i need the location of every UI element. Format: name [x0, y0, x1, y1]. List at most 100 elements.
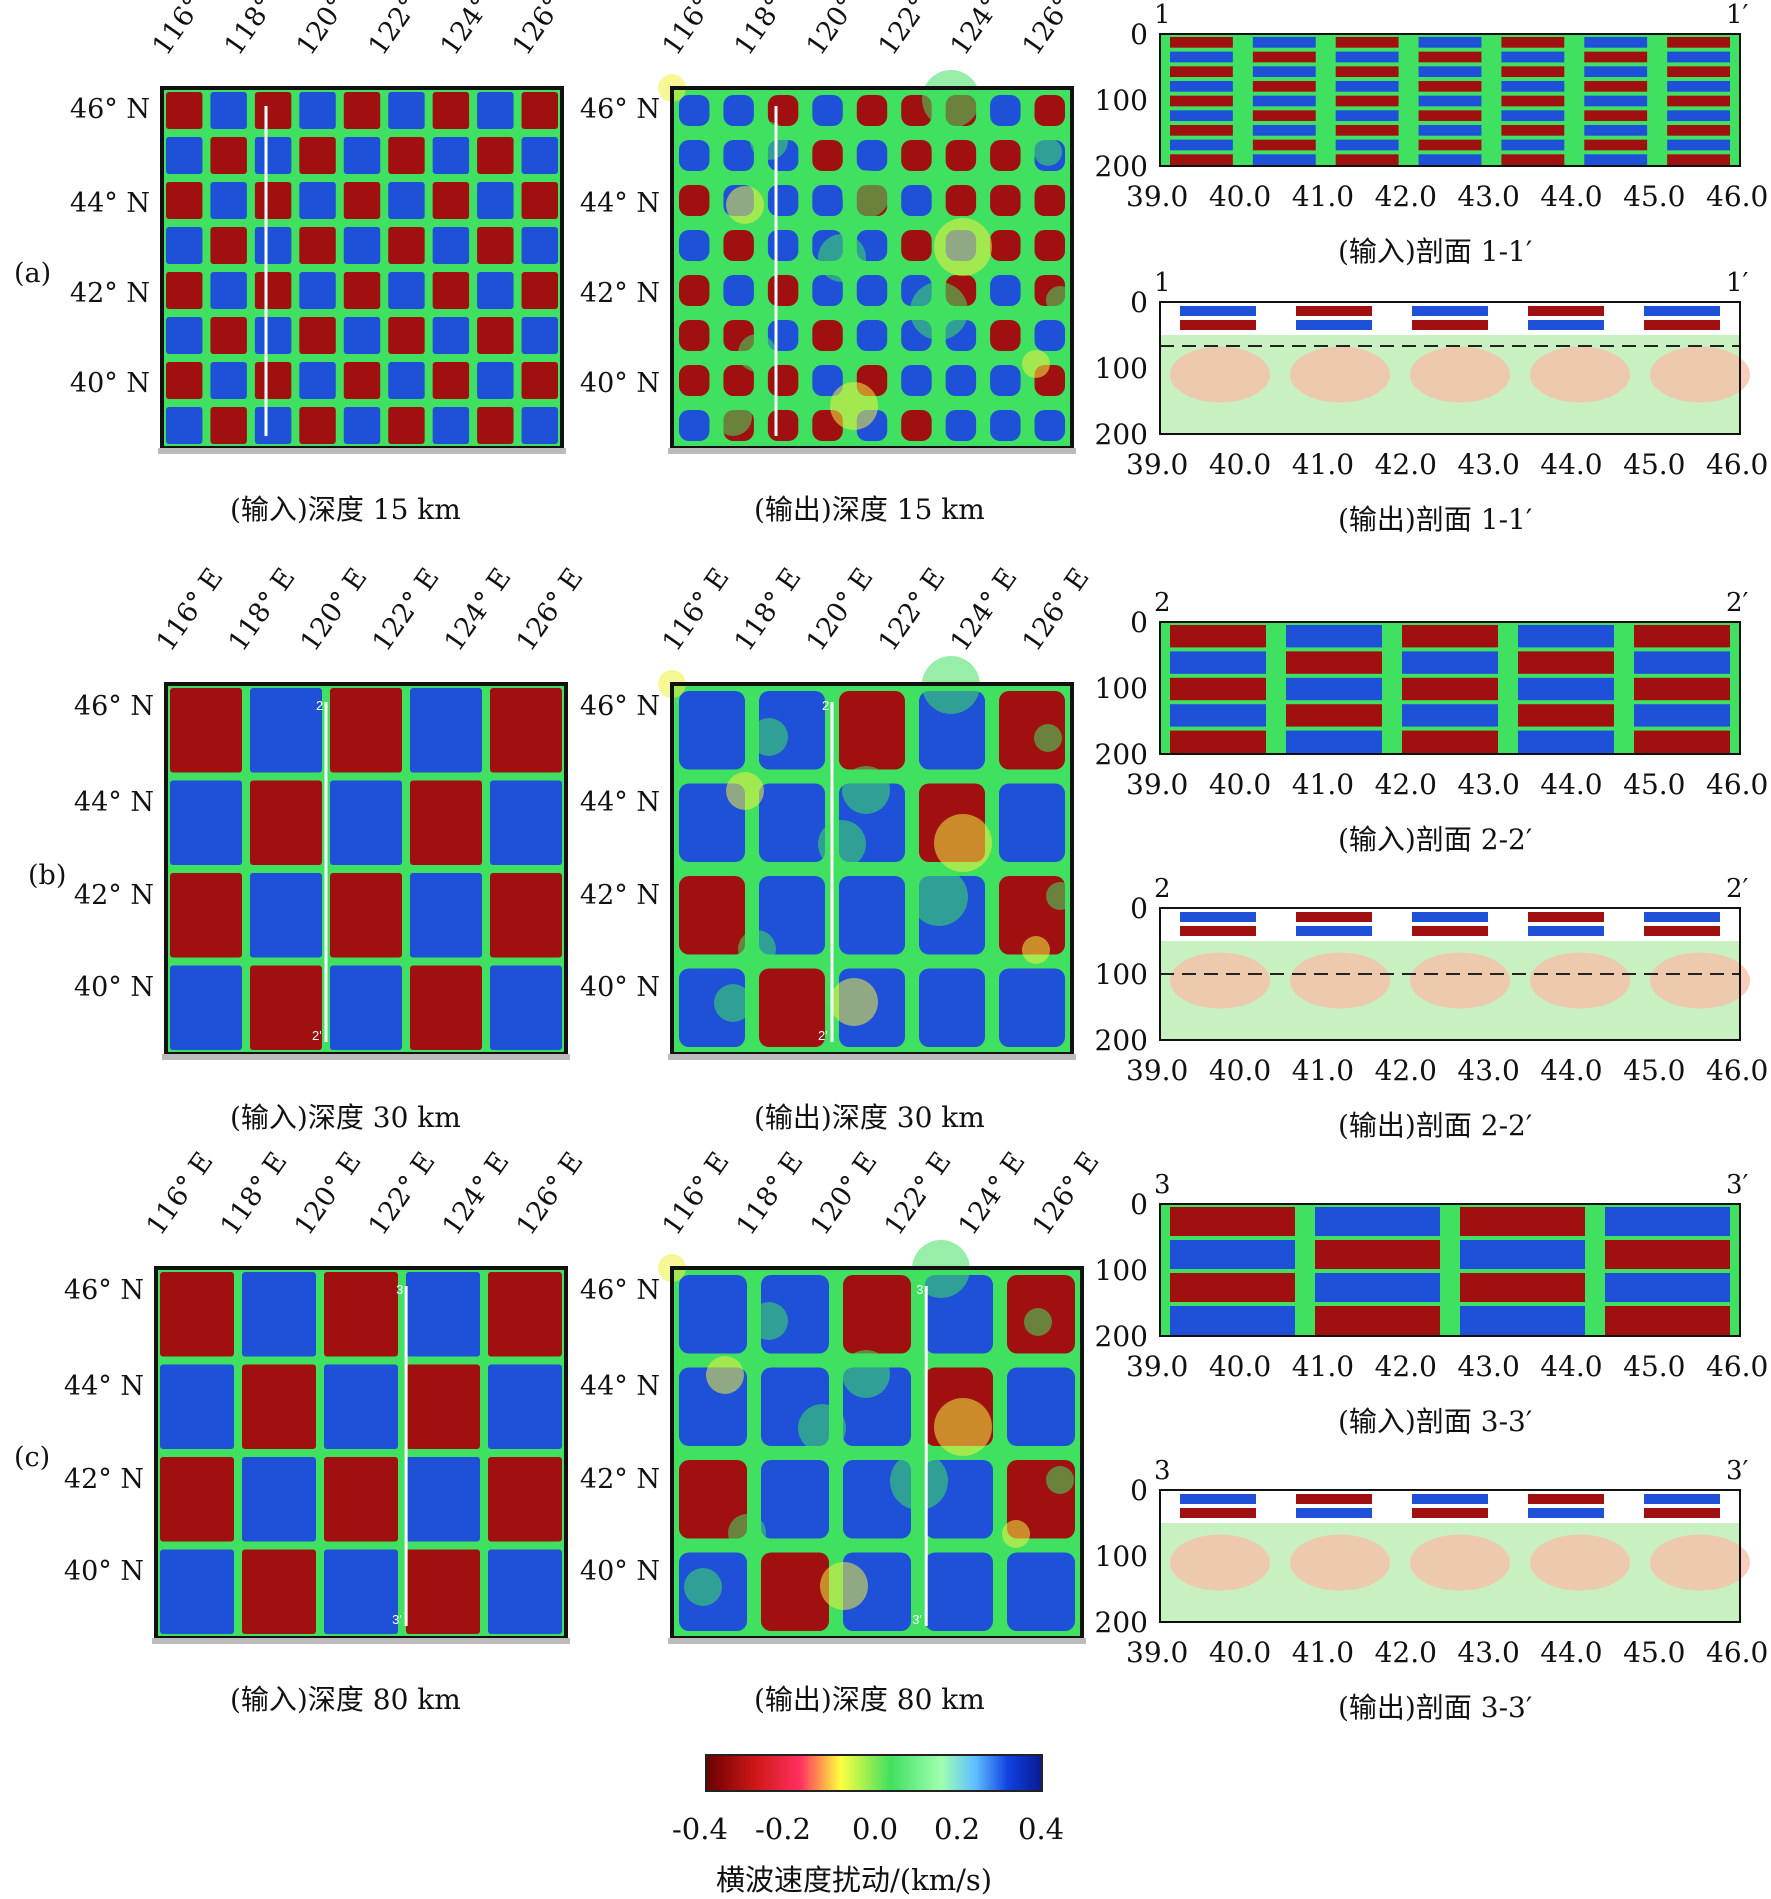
checker-cell — [723, 365, 754, 396]
checker-cell — [488, 1364, 562, 1449]
section-xtick: 44.0 — [1540, 180, 1603, 213]
section-band — [1418, 81, 1482, 92]
section-xtick: 45.0 — [1623, 768, 1686, 801]
section-frame — [1159, 1489, 1741, 1623]
checker-cell — [679, 410, 710, 441]
blur-patch — [1022, 350, 1050, 378]
lon-label: 120° E — [290, 0, 370, 61]
section-xtick: 39.0 — [1126, 1636, 1189, 1669]
checker-cell — [160, 1549, 234, 1634]
section-end-label: 1′ — [1726, 0, 1749, 30]
checker-cell — [432, 227, 470, 264]
checker-cell — [254, 272, 292, 309]
checker-cell — [490, 965, 562, 1050]
checker-cell — [210, 182, 247, 219]
section-xtick: 42.0 — [1374, 1350, 1437, 1383]
section-start-label: 3 — [1154, 1170, 1171, 1200]
section-band — [1584, 81, 1648, 92]
lon-label: 124° E — [944, 562, 1024, 657]
blur-patch — [842, 1350, 890, 1398]
lat-label: 46° N — [63, 1274, 144, 1306]
section-xtick: 42.0 — [1374, 1636, 1437, 1669]
section-band — [1286, 625, 1382, 648]
section-band — [1418, 125, 1482, 136]
checker-cell — [812, 275, 843, 306]
section-start-label: 2 — [1154, 874, 1171, 904]
section-band — [1644, 912, 1720, 922]
map-title: (输入)深度 80 km — [230, 1683, 461, 1716]
section-band — [1335, 66, 1399, 77]
section-xtick: 43.0 — [1457, 180, 1520, 213]
section-band — [1252, 154, 1316, 165]
lon-label: 120° E — [800, 0, 880, 61]
checker-cell — [388, 407, 425, 444]
checker-cell — [945, 365, 977, 396]
section-band — [1252, 139, 1316, 151]
lon-label: 124° E — [434, 0, 514, 61]
section-band — [1460, 1273, 1585, 1302]
section-band — [1335, 139, 1399, 151]
map-title: (输出)深度 80 km — [754, 1683, 985, 1716]
checker-cell — [432, 137, 470, 174]
section-band — [1252, 51, 1316, 63]
section-start-label: 1 — [1154, 268, 1171, 298]
section-xtick: 39.0 — [1126, 768, 1189, 801]
section-xtick: 45.0 — [1623, 1350, 1686, 1383]
section-band — [1605, 1306, 1730, 1335]
section-band — [1667, 95, 1730, 107]
section-band — [1252, 37, 1316, 48]
checker-cell — [767, 275, 799, 306]
lon-label: 116° E — [150, 562, 230, 657]
checker-cell — [990, 140, 1021, 171]
checker-cell — [432, 362, 470, 399]
section-band — [1518, 730, 1614, 753]
lat-label: 46° N — [73, 690, 154, 722]
checker-cell — [477, 407, 514, 444]
checker-cell — [324, 1364, 398, 1449]
lon-label: 120° E — [294, 562, 374, 657]
map-title: (输出)深度 30 km — [754, 1101, 985, 1134]
checker-cell — [521, 137, 558, 174]
section-band — [1412, 1494, 1488, 1504]
checker-cell — [254, 137, 292, 174]
checker-cell — [299, 182, 336, 219]
row-label-c: (c) — [14, 1442, 51, 1473]
checker-cell — [723, 95, 754, 126]
lon-label: 118° E — [728, 0, 808, 61]
blur-patch — [750, 1302, 788, 1340]
section-anomaly — [1650, 1534, 1750, 1591]
lat-label: 40° N — [63, 1556, 144, 1587]
section-band — [1170, 704, 1266, 727]
lon-label: 122° E — [362, 0, 442, 61]
checker-cell — [432, 407, 470, 444]
section-xtick: 45.0 — [1623, 1636, 1686, 1669]
checker-cell — [767, 230, 799, 261]
lon-label: 122° E — [878, 1146, 958, 1241]
map-bottom-border — [162, 1054, 570, 1060]
checker-cell — [477, 137, 514, 174]
section-anomaly — [1410, 346, 1510, 403]
checker-cell — [521, 317, 558, 354]
lon-label: 116° E — [140, 1146, 220, 1241]
checker-cell — [990, 185, 1021, 216]
section-xtick: 39.0 — [1126, 180, 1189, 213]
checker-cell — [901, 365, 932, 396]
lat-label: 44° N — [63, 1371, 144, 1402]
checker-cell — [324, 1272, 398, 1357]
section-band — [1584, 66, 1648, 77]
section-xtick: 45.0 — [1623, 180, 1686, 213]
section-band — [1501, 81, 1565, 92]
profile-start-label: 2 — [822, 698, 829, 713]
checker-cell — [250, 780, 322, 865]
section-band — [1170, 51, 1233, 63]
section-ytick: 100 — [1094, 352, 1148, 385]
lon-label: 116° E — [656, 1146, 736, 1241]
checker-cell — [477, 227, 514, 264]
section-band — [1501, 125, 1565, 136]
lon-label: 120° E — [288, 1146, 368, 1241]
section-anomaly — [1530, 952, 1630, 1009]
section-ytick: 100 — [1094, 1254, 1148, 1287]
checker-cell — [679, 95, 710, 126]
checker-cell — [856, 140, 888, 171]
lat-label: 46° N — [579, 1274, 660, 1306]
